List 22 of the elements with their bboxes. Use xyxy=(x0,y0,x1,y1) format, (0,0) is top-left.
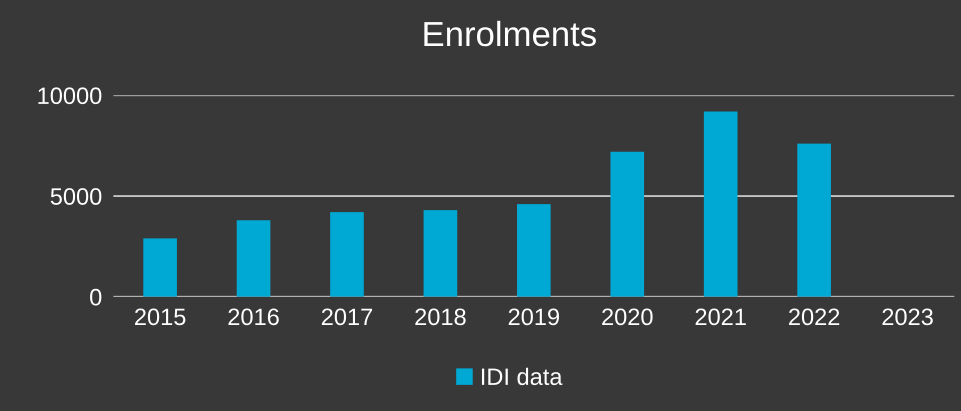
bar xyxy=(330,212,364,297)
bar xyxy=(797,144,831,297)
x-tick-label: 2018 xyxy=(415,308,466,326)
bar xyxy=(143,238,177,297)
x-tick-label: 2020 xyxy=(602,308,653,326)
y-tick-label: 0 xyxy=(90,288,102,306)
bar xyxy=(236,220,270,297)
x-tick-label: 2022 xyxy=(789,308,840,326)
legend-label: IDI data xyxy=(482,368,562,386)
x-tick-label: 2017 xyxy=(322,308,372,326)
bar xyxy=(424,210,458,297)
y-tick-label: 10000 xyxy=(38,87,102,104)
x-tick-label: 2019 xyxy=(508,308,559,326)
x-tick-label: 2016 xyxy=(228,308,279,326)
x-tick-label: 2015 xyxy=(135,308,186,326)
bar xyxy=(610,152,644,297)
bar xyxy=(704,111,738,297)
y-tick-label: 5000 xyxy=(50,188,102,205)
x-tick-label: 2023 xyxy=(882,308,933,326)
chart-title: Enrolments xyxy=(424,20,596,46)
bar xyxy=(517,204,551,297)
x-tick-label: 2021 xyxy=(696,308,746,326)
